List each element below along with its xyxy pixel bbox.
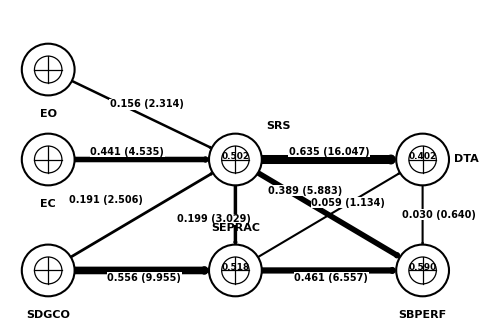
- Ellipse shape: [34, 146, 62, 173]
- Text: 0.389 (5.883): 0.389 (5.883): [268, 186, 342, 196]
- Text: 0.030 (0.640): 0.030 (0.640): [402, 210, 476, 220]
- Ellipse shape: [34, 257, 62, 284]
- Text: SRS: SRS: [266, 121, 291, 131]
- Text: 0.502: 0.502: [222, 152, 250, 161]
- Text: 0.059 (1.134): 0.059 (1.134): [312, 198, 385, 208]
- Ellipse shape: [209, 245, 262, 296]
- Text: 0.518: 0.518: [222, 263, 250, 271]
- Ellipse shape: [22, 134, 74, 185]
- Ellipse shape: [209, 134, 262, 185]
- Ellipse shape: [409, 257, 436, 284]
- Text: 0.556 (9.955): 0.556 (9.955): [108, 273, 181, 283]
- Text: 0.590: 0.590: [408, 263, 436, 271]
- Text: 0.441 (4.535): 0.441 (4.535): [90, 147, 164, 157]
- Text: 0.461 (6.557): 0.461 (6.557): [294, 273, 368, 283]
- Text: SEPRAC: SEPRAC: [211, 223, 260, 233]
- Ellipse shape: [396, 134, 449, 185]
- Text: 0.199 (3.029): 0.199 (3.029): [177, 214, 250, 225]
- Ellipse shape: [396, 245, 449, 296]
- Text: SBPERF: SBPERF: [398, 310, 446, 319]
- Ellipse shape: [34, 56, 62, 83]
- Ellipse shape: [222, 146, 249, 173]
- Ellipse shape: [409, 146, 436, 173]
- Text: 0.156 (2.314): 0.156 (2.314): [110, 99, 184, 109]
- Text: 0.635 (16.047): 0.635 (16.047): [288, 147, 370, 157]
- Text: EO: EO: [40, 109, 56, 119]
- Text: 0.402: 0.402: [408, 152, 436, 161]
- Text: EC: EC: [40, 199, 56, 209]
- Text: DTA: DTA: [454, 154, 478, 165]
- Ellipse shape: [22, 44, 74, 95]
- Text: SDGCO: SDGCO: [26, 310, 70, 319]
- Ellipse shape: [22, 245, 74, 296]
- Ellipse shape: [222, 257, 249, 284]
- Text: 0.191 (2.506): 0.191 (2.506): [69, 195, 142, 205]
